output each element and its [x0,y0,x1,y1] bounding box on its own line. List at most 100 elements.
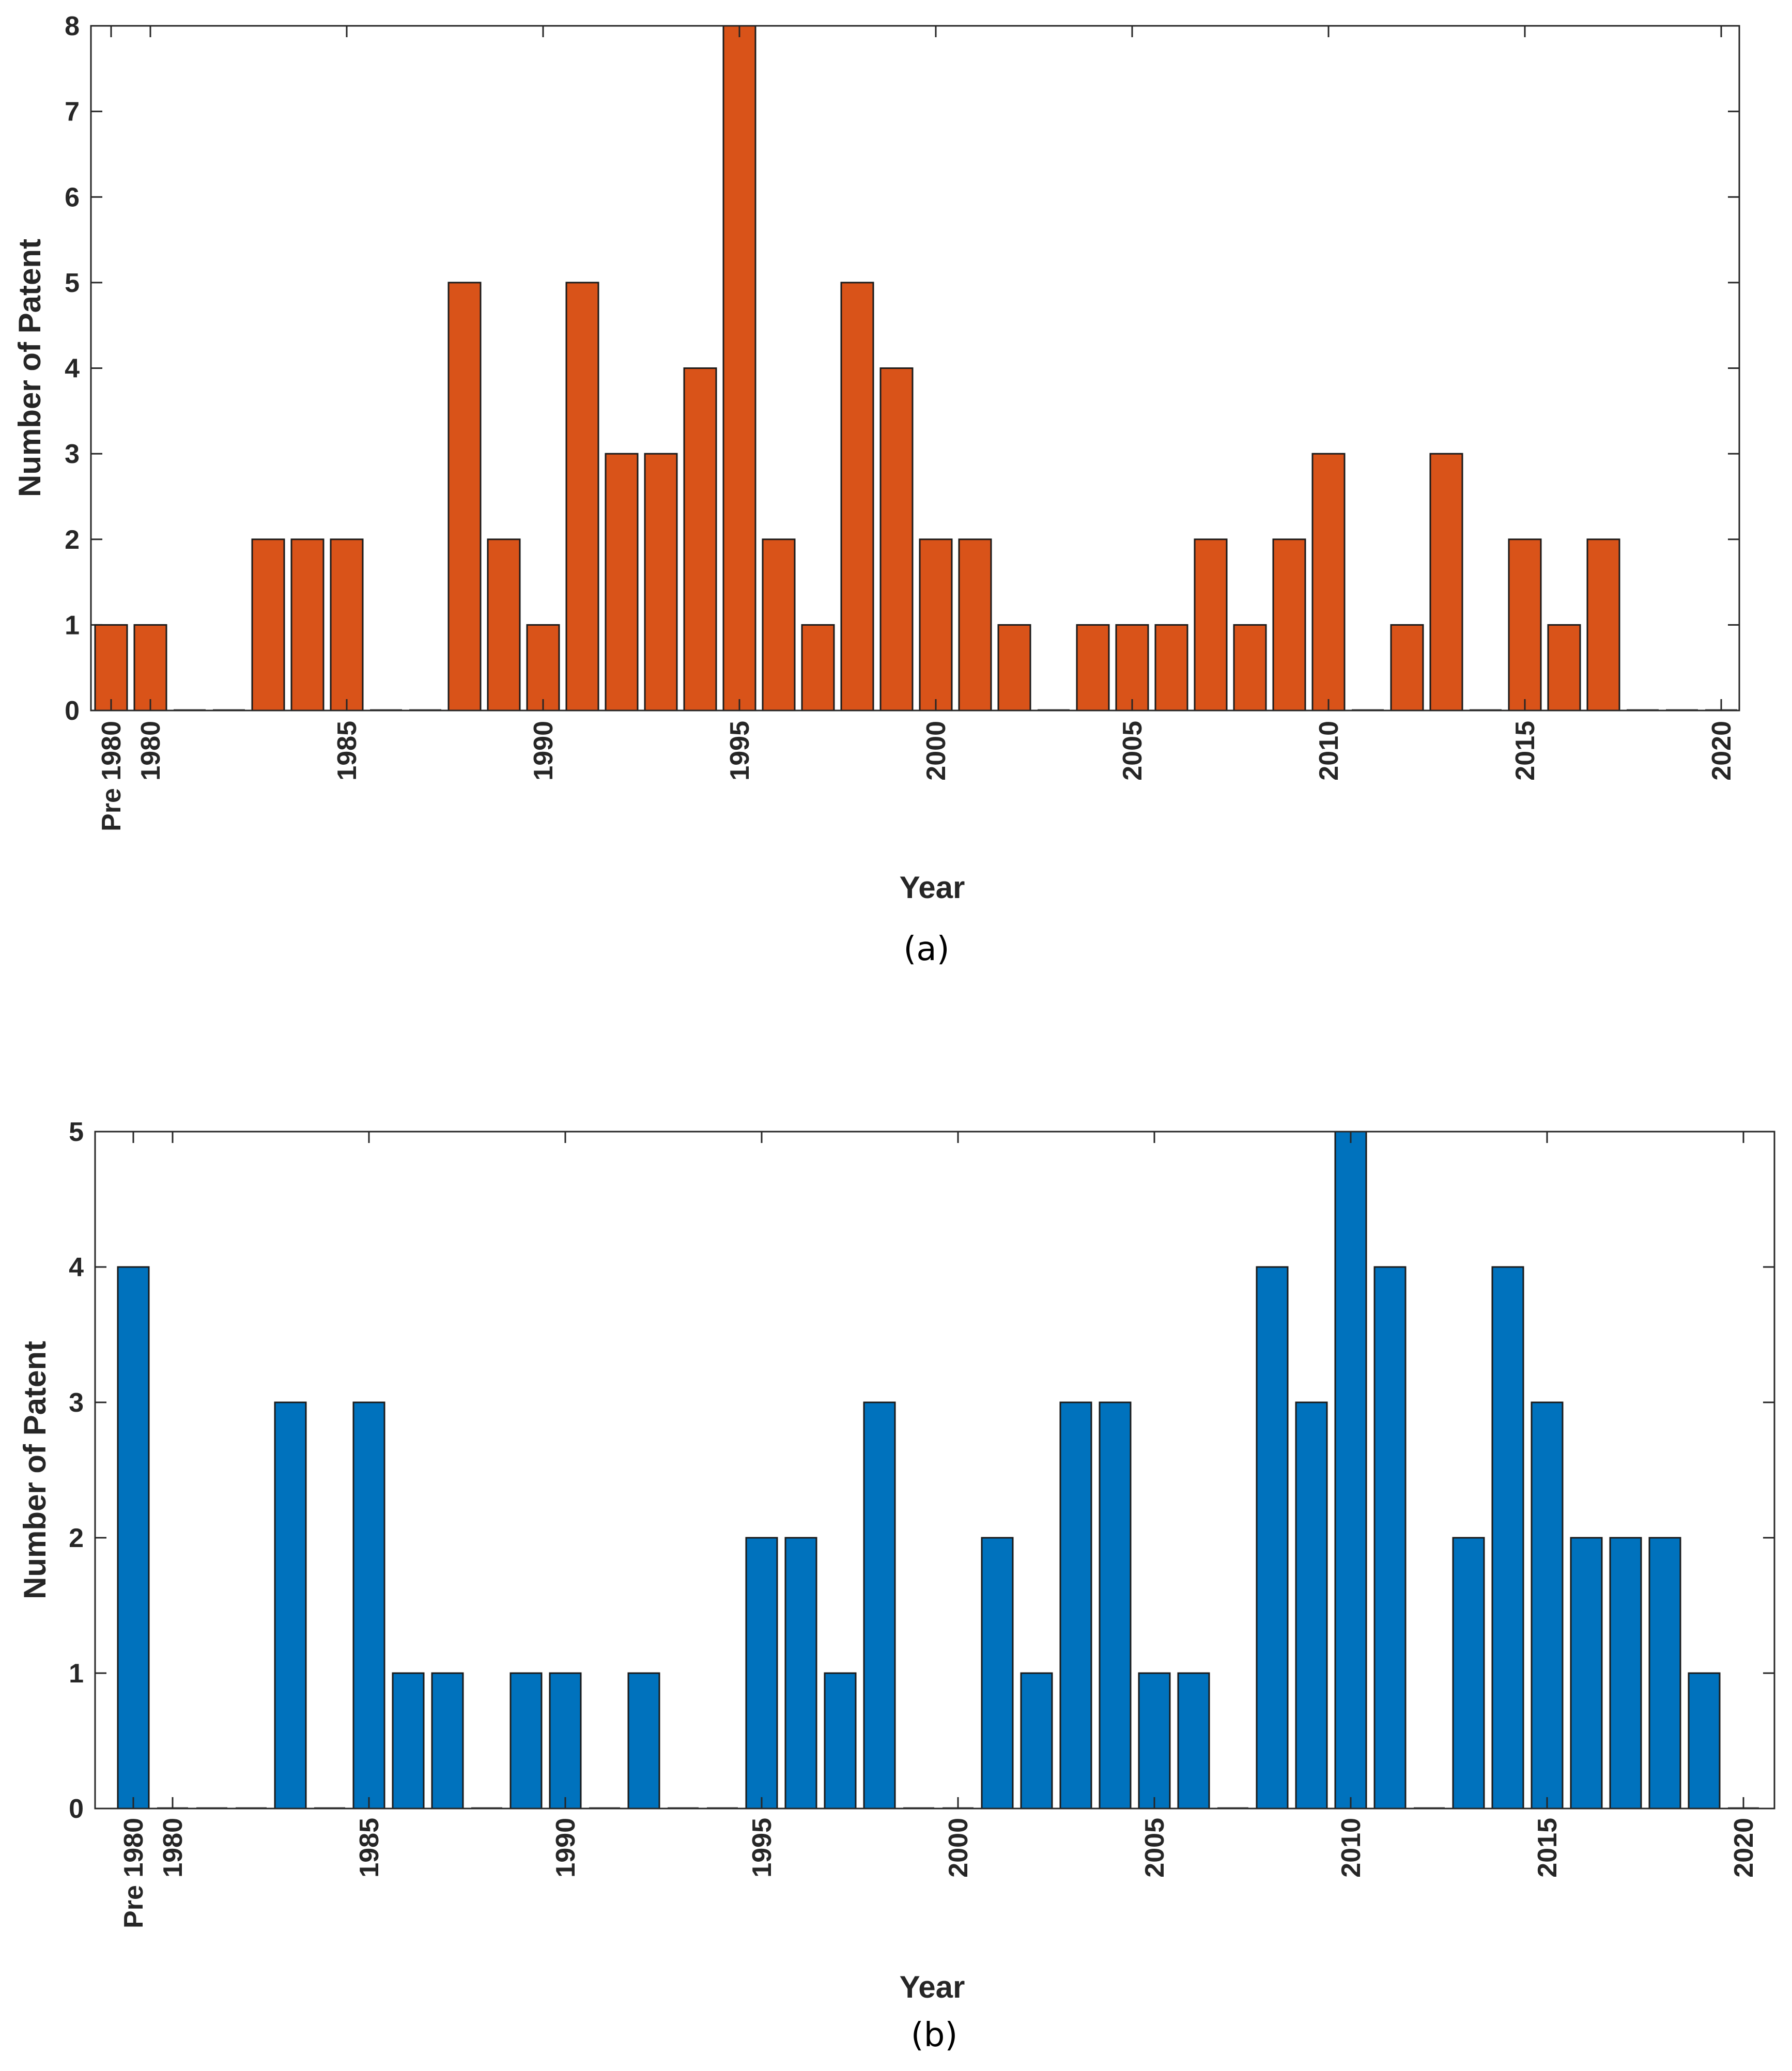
bar-a-1993 [644,453,678,712]
x-tick-label-b: 2005 [1140,1818,1170,1878]
bar-b-2019 [1688,1672,1721,1810]
y-tick-label-b: 1 [69,1659,84,1689]
bar-a-1999 [879,367,914,712]
bar-b-2016 [1570,1537,1603,1810]
caption-a: (a) [903,930,949,968]
y-axis-label-a: Number of Patent [12,239,47,497]
bar-b-2018 [1648,1537,1681,1810]
y-tick-label-b: 4 [69,1253,84,1282]
bar-a-1996 [762,538,796,712]
y-tick-label-a: 1 [65,610,80,640]
chart-b: 0 1 2 3 4 5 Pre 1980 1980 1985 1990 1995 2000 2005 2… [18,1117,1775,2054]
bar-a-2001 [958,538,992,712]
x-axis-label-b: Year [900,1970,965,2004]
bar-a-2009 [1272,538,1306,712]
y-tick-label-a: 2 [65,525,80,555]
x-tick-label-b: 2000 [944,1818,974,1878]
y-tick-label-a: 8 [65,11,80,41]
x-tick-label-b: 1995 [747,1818,777,1878]
bar-a-2000 [919,538,953,712]
bar-b-1990 [549,1672,582,1810]
bar-b-2008 [1256,1266,1289,1810]
x-tick-label-a: 2015 [1510,721,1540,781]
bar-a-1991 [565,282,599,712]
bar-a-1989 [487,538,521,712]
y-tick-label-a: 4 [65,354,80,384]
bar-b-2001 [981,1537,1014,1810]
bar-a-1985 [330,538,364,712]
bar-b-2002 [1020,1672,1053,1810]
bar-a-1997 [801,624,835,712]
y-tick-label-a: 3 [65,439,80,469]
y-tick-label-a: 0 [65,696,80,726]
x-tick-label-b: 2010 [1336,1818,1366,1878]
bar-a-1994 [683,367,717,712]
x-tick-label-a: 2005 [1118,721,1148,781]
plot-frame-b [94,1131,1775,1810]
x-tick-label-a: 2020 [1707,721,1737,781]
bar-b-1995 [745,1537,778,1810]
bar-a-1995 [722,25,756,712]
y-tick-label-b: 3 [69,1388,84,1418]
bar-a-1998 [840,282,874,712]
bars-b [117,1131,1759,1810]
x-tick-label-b: 1980 [158,1818,188,1878]
bar-b-1985 [352,1401,385,1810]
bar-a-2017 [1586,538,1620,712]
bar-a-1984 [290,538,325,712]
y-tick-label-a: 6 [65,182,80,212]
bar-a-1980 [133,624,167,712]
bar-a-2012 [1390,624,1424,712]
y-tick-label-a: 7 [65,97,80,127]
y-ticks-a: 0 1 2 3 4 5 6 7 8 [65,11,1739,726]
bar-b-2011 [1373,1266,1407,1810]
bar-b-2003 [1059,1401,1092,1810]
bar-b-1983 [274,1401,307,1810]
bar-b-2014 [1491,1266,1524,1810]
y-axis-label-b: Number of Patent [18,1341,52,1599]
chart-a: 0 1 2 3 4 5 6 7 8 Pre 1980 1980 1985 1990 1995 2000 20… [12,11,1740,968]
bar-a-2008 [1233,624,1267,712]
x-tick-label-a: 1980 [136,721,166,781]
bar-b-2017 [1609,1537,1642,1810]
x-tick-label-a: 1985 [332,721,362,781]
x-tick-label-a: 2010 [1314,721,1344,781]
bar-b-2006 [1177,1672,1210,1810]
bar-a-2004 [1076,624,1110,712]
bar-a-2002 [997,624,1031,712]
bar-a-2005 [1115,624,1149,712]
bar-b-2010 [1334,1131,1367,1810]
bar-a-pre-1980 [94,624,128,712]
x-axis-label-a: Year [900,870,965,905]
y-tick-label-b: 5 [69,1117,84,1147]
y-tick-label-a: 5 [65,268,80,298]
bar-b-1998 [863,1401,896,1810]
x-tick-label-a: 1990 [529,721,559,781]
x-tick-label-b: 2020 [1729,1818,1759,1878]
y-tick-label-b: 0 [69,1794,84,1824]
bar-a-1988 [447,282,482,712]
bar-a-1983 [251,538,285,712]
bar-b-1989 [509,1672,543,1810]
x-tick-label-a: 1995 [725,721,755,781]
bar-b-2009 [1295,1401,1328,1810]
bar-b-1986 [392,1672,425,1810]
bar-b-1992 [627,1672,660,1810]
bar-b-2004 [1099,1401,1132,1810]
x-tick-label-a: Pre 1980 [97,721,127,831]
bar-b-1997 [824,1672,857,1810]
bar-a-2010 [1311,453,1346,712]
bar-b-1996 [784,1537,817,1810]
x-ticks-b: Pre 1980 1980 1985 1990 1995 2000 2005 2010 2015… [119,1132,1759,1928]
bar-a-2016 [1547,624,1581,712]
bar-a-2013 [1429,453,1463,712]
bar-a-2006 [1154,624,1188,712]
bar-b-2005 [1138,1672,1171,1810]
bar-b-1987 [431,1672,464,1810]
x-tick-label-b: Pre 1980 [119,1818,149,1928]
x-tick-label-a: 2000 [921,721,951,781]
bar-b-2015 [1531,1401,1564,1810]
x-tick-label-b: 1990 [551,1818,581,1878]
plot-area-a [91,26,1739,710]
